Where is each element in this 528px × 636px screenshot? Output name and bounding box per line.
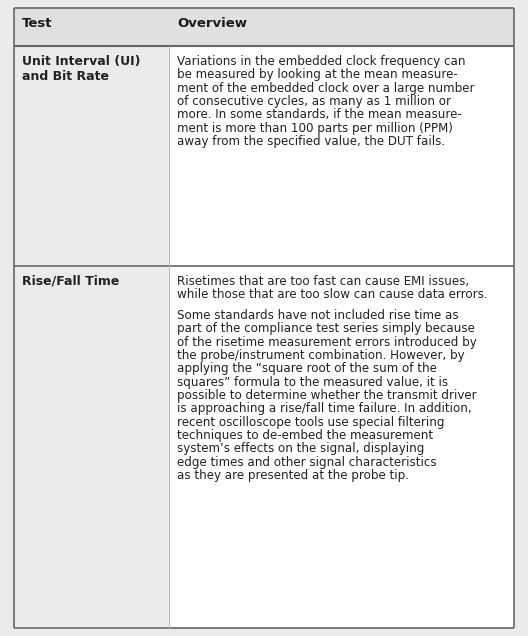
- Text: techniques to de-embed the measurement: techniques to de-embed the measurement: [177, 429, 433, 442]
- Text: Variations in the embedded clock frequency can: Variations in the embedded clock frequen…: [177, 55, 466, 68]
- Bar: [14, 46, 169, 266]
- Text: ment is more than 100 parts per million (PPM): ment is more than 100 parts per million …: [177, 121, 453, 135]
- Text: recent oscilloscope tools use special filtering: recent oscilloscope tools use special fi…: [177, 415, 445, 429]
- Text: ment of the embedded clock over a large number: ment of the embedded clock over a large …: [177, 81, 475, 95]
- Text: Risetimes that are too fast can cause EMI issues,: Risetimes that are too fast can cause EM…: [177, 275, 469, 288]
- Text: while those that are too slow can cause data errors.: while those that are too slow can cause …: [177, 288, 488, 301]
- Text: more. In some standards, if the mean measure-: more. In some standards, if the mean mea…: [177, 108, 462, 121]
- Text: of consecutive cycles, as many as 1 million or: of consecutive cycles, as many as 1 mill…: [177, 95, 451, 108]
- Text: part of the compliance test series simply because: part of the compliance test series simpl…: [177, 322, 475, 335]
- Bar: [169, 46, 514, 266]
- Text: Rise/Fall Time: Rise/Fall Time: [22, 275, 119, 288]
- Text: be measured by looking at the mean measure-: be measured by looking at the mean measu…: [177, 68, 458, 81]
- Bar: [14, 266, 169, 628]
- Text: Test: Test: [22, 17, 52, 30]
- Text: is approaching a rise/fall time failure. In addition,: is approaching a rise/fall time failure.…: [177, 403, 472, 415]
- Bar: [14, 8, 514, 46]
- Text: the probe/instrument combination. However, by: the probe/instrument combination. Howeve…: [177, 349, 465, 362]
- Text: away from the specified value, the DUT fails.: away from the specified value, the DUT f…: [177, 135, 445, 148]
- Text: edge times and other signal characteristics: edge times and other signal characterist…: [177, 455, 437, 469]
- Text: Overview: Overview: [177, 17, 247, 30]
- Text: squares” formula to the measured value, it is: squares” formula to the measured value, …: [177, 376, 448, 389]
- Text: Some standards have not included rise time as: Some standards have not included rise ti…: [177, 309, 459, 322]
- Text: possible to determine whether the transmit driver: possible to determine whether the transm…: [177, 389, 477, 402]
- Text: Unit Interval (UI)
and Bit Rate: Unit Interval (UI) and Bit Rate: [22, 55, 140, 83]
- Text: of the risetime measurement errors introduced by: of the risetime measurement errors intro…: [177, 336, 477, 349]
- Text: as they are presented at the probe tip.: as they are presented at the probe tip.: [177, 469, 409, 482]
- Bar: [169, 266, 514, 628]
- Text: applying the “square root of the sum of the: applying the “square root of the sum of …: [177, 363, 437, 375]
- Text: system’s effects on the signal, displaying: system’s effects on the signal, displayi…: [177, 442, 425, 455]
